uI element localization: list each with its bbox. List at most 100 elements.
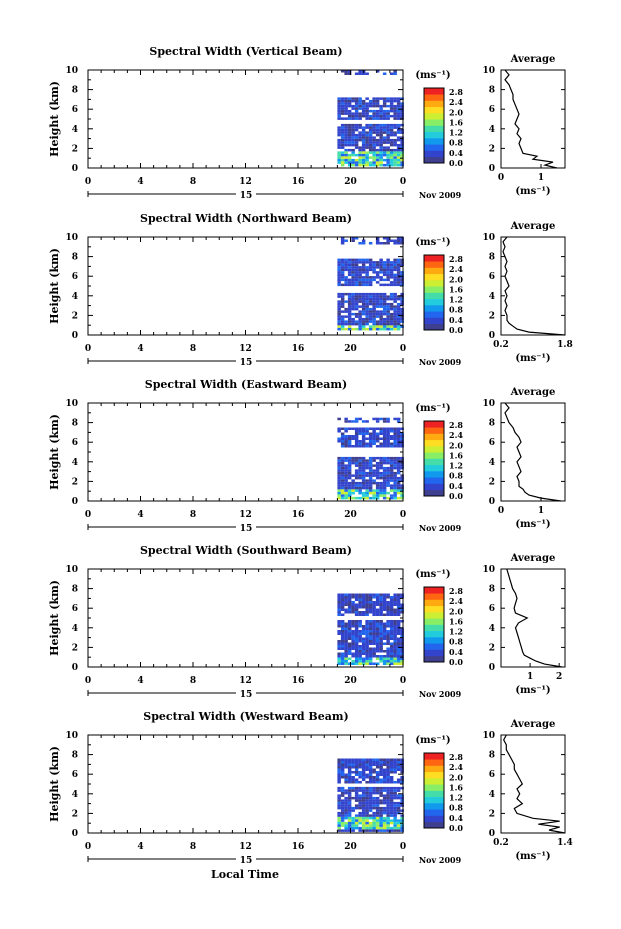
heatmap-cell	[379, 258, 383, 262]
heatmap-cell	[396, 239, 401, 242]
heatmap-cell	[375, 305, 380, 308]
x-tick-label: 0	[400, 676, 406, 686]
heatmap-cell	[386, 305, 390, 308]
heatmap-cell	[368, 814, 373, 817]
heatmap-cell	[372, 778, 376, 781]
heatmap-cell	[358, 486, 362, 490]
heatmap-cell	[361, 637, 366, 640]
heatmap-cell	[382, 158, 387, 162]
heatmap-cell	[368, 126, 373, 129]
heatmap-cell	[365, 657, 369, 660]
heatmap-cell	[340, 601, 345, 604]
heatmap-cell	[389, 819, 394, 822]
heatmap-cell	[368, 593, 373, 596]
heatmap-cell	[375, 640, 380, 643]
colorbar-tick-label: 1.6	[449, 284, 463, 294]
average-x-tick-label: 0	[498, 173, 504, 183]
heatmap-cell	[368, 117, 373, 120]
heatmap-cell	[347, 647, 352, 650]
heatmap-cell	[386, 766, 390, 769]
heatmap-cell	[344, 486, 348, 490]
heatmap-cell	[368, 652, 373, 655]
heatmap-cell	[354, 655, 359, 658]
average-profile-line	[506, 568, 563, 668]
heatmap-cell	[368, 630, 373, 633]
heatmap-cell	[347, 136, 352, 139]
heatmap-cell	[354, 826, 359, 830]
heatmap-cell	[344, 484, 348, 487]
heatmap-cell	[389, 320, 394, 323]
heatmap-cell	[337, 97, 341, 100]
heatmap-cell	[337, 794, 341, 797]
heatmap-cell	[365, 494, 369, 497]
heatmap-cell	[347, 799, 352, 802]
heatmap-cell	[400, 153, 404, 157]
heatmap-cell	[361, 660, 366, 663]
heatmap-cell	[396, 804, 401, 807]
heatmap-cell	[375, 440, 380, 443]
heatmap-cell	[379, 814, 383, 817]
average-x-tick-label: 1	[538, 506, 544, 516]
heatmap-cell	[382, 773, 387, 776]
heatmap-cell	[337, 662, 341, 665]
heatmap-cell	[368, 771, 373, 774]
heatmap-cell	[393, 292, 397, 296]
heatmap-cell	[337, 608, 341, 611]
heatmap-cell	[358, 283, 362, 287]
heatmap-cell	[354, 271, 359, 274]
heatmap-cell	[400, 310, 404, 313]
heatmap-cell	[344, 476, 348, 480]
heatmap-cell	[337, 778, 341, 781]
heatmap-cell	[347, 131, 352, 134]
heatmap-cell	[379, 300, 383, 303]
heatmap-cell	[375, 824, 380, 827]
heatmap-cell	[389, 143, 394, 147]
heatmap-cell	[400, 427, 404, 430]
heatmap-cell	[386, 466, 390, 470]
heatmap-cell	[386, 630, 390, 633]
heatmap-cell	[344, 420, 348, 423]
heatmap-cell	[382, 283, 387, 287]
heatmap-cell	[337, 640, 341, 643]
heatmap-cell	[382, 809, 387, 812]
heatmap-cell	[337, 471, 341, 475]
heatmap-cell	[361, 114, 366, 118]
heatmap-cell	[365, 491, 369, 495]
colorbar-swatch	[424, 477, 444, 484]
heatmap-cell	[344, 131, 348, 134]
heatmap-cell	[337, 126, 341, 129]
heatmap-cell	[382, 263, 387, 267]
heatmap-cell	[375, 622, 380, 625]
heatmap-cell	[347, 70, 352, 73]
colorbar-swatch	[424, 255, 444, 262]
heatmap-cell	[382, 117, 387, 120]
heatmap-cell	[393, 131, 397, 134]
heatmap-cell	[361, 239, 366, 242]
heatmap-cell	[375, 445, 380, 448]
heatmap-cell	[396, 442, 401, 445]
heatmap-cell	[400, 640, 404, 643]
colorbar-swatch	[424, 593, 444, 600]
y-tick-label: 2	[72, 809, 78, 819]
heatmap-cell	[351, 148, 355, 152]
heatmap-cell	[389, 620, 394, 623]
heatmap-cell	[393, 647, 397, 650]
colorbar-swatch	[424, 599, 444, 607]
heatmap-cell	[368, 657, 373, 660]
heatmap-cell	[396, 114, 401, 118]
heatmap-cell	[365, 763, 369, 766]
heatmap-cell	[361, 799, 366, 802]
heatmap-cell	[337, 153, 341, 157]
heatmap-cell	[386, 427, 390, 430]
average-y-tick-label: 2	[489, 311, 495, 321]
heatmap-cell	[354, 778, 359, 781]
y-tick-label: 8	[72, 86, 78, 96]
heatmap-cell	[389, 652, 394, 655]
heatmap-cell	[389, 151, 394, 154]
heatmap-cell	[372, 481, 376, 485]
heatmap-cell	[354, 608, 359, 611]
heatmap-cell	[337, 469, 341, 472]
heatmap-cell	[368, 758, 373, 761]
heatmap-cell	[400, 131, 404, 134]
heatmap-cell	[351, 437, 355, 440]
